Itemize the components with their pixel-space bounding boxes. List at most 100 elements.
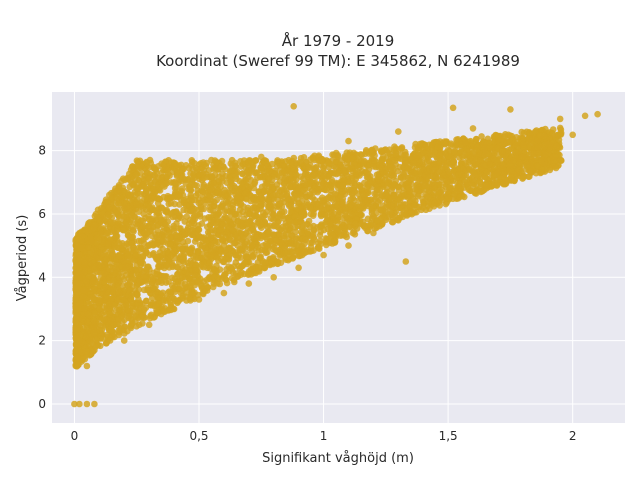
scatter-point [352,169,360,177]
scatter-point [317,228,325,235]
scatter-point [159,237,166,244]
scatter-point [142,273,149,280]
scatter-point [203,159,210,167]
scatter-point [85,300,92,308]
scatter-point [153,234,160,241]
scatter-point [79,293,87,300]
scatter-point [91,265,98,273]
scatter-point [159,245,166,253]
scatter-point [315,153,322,161]
scatter-point [318,177,326,185]
scatter-point [251,212,258,220]
scatter-point [273,237,280,244]
scatter-point [207,234,214,242]
scatter-point [415,151,422,159]
scatter-point [145,263,152,271]
scatter-point [217,255,225,262]
scatter-point [325,159,332,167]
scatter-point [125,231,132,239]
scatter-point [270,211,277,218]
scatter-point [98,205,105,212]
scatter-point [82,333,89,341]
scatter-point [172,180,179,188]
scatter-point [263,160,271,167]
scatter-point [310,230,317,238]
scatter-point [274,258,282,266]
scatter-point [263,196,271,203]
scatter-point [360,191,367,198]
scatter-point [170,225,177,232]
scatter-point [184,195,191,203]
scatter-point [176,285,183,293]
scatter-point [292,224,299,231]
scatter-point [122,219,130,226]
scatter-point [198,254,205,262]
scatter-point [110,285,117,293]
scatter-point [470,169,478,177]
scatter-point [179,274,186,281]
scatter-point [191,238,199,245]
scatter-point [501,174,508,182]
scatter-point [221,272,228,280]
scatter-point [499,148,506,155]
scatter-point [236,211,243,218]
scatter-point [422,155,430,162]
scatter-point [447,140,455,147]
scatter-point [450,167,458,175]
scatter-point [165,211,172,219]
scatter-point [382,176,389,184]
scatter-point [129,270,137,278]
scatter-point [251,178,259,186]
scatter-point [210,266,218,274]
scatter-point [451,190,458,198]
scatter-point [306,180,313,188]
scatter-point [361,179,368,187]
scatter-point [118,245,126,252]
scatter-point [172,278,180,286]
scatter-point [519,174,527,181]
scatter-point [444,177,452,185]
scatter-point [158,204,166,212]
scatter-point [135,237,142,245]
scatter-point [224,199,232,206]
scatter-point [130,243,137,251]
scatter-point [473,136,480,143]
scatter-point [278,192,285,200]
scatter-point [210,179,218,187]
scatter-point [397,151,405,159]
scatter-point [472,161,480,168]
scatter-point [218,221,226,228]
scatter-point [198,242,206,250]
scatter-point [167,299,174,307]
scatter-point [328,176,336,184]
scatter-point [467,154,474,162]
scatter-point [410,159,418,167]
scatter-point [344,155,351,163]
scatter-point [420,166,427,173]
scatter-point [450,149,458,156]
scatter-point [146,204,153,211]
scatter-point [238,238,246,245]
scatter-point [324,200,331,208]
scatter-point [80,286,88,294]
scatter-point [242,188,250,196]
scatter-point [150,269,157,277]
scatter-point [112,231,120,239]
scatter-point [253,206,261,214]
scatter-point [178,279,185,287]
scatter-point [396,146,403,153]
scatter-point [232,231,239,239]
scatter-point [134,158,142,166]
scatter-point [237,271,244,279]
scatter-point [383,192,391,199]
scatter-point [191,212,198,219]
scatter-point [200,174,207,182]
scatter-point [339,174,347,182]
scatter-point [388,202,395,209]
scatter-point [236,265,243,272]
scatter-point [388,195,396,203]
scatter-point [401,157,409,164]
scatter-point [259,259,267,267]
scatter-point [368,210,376,217]
scatter-point [190,252,197,260]
